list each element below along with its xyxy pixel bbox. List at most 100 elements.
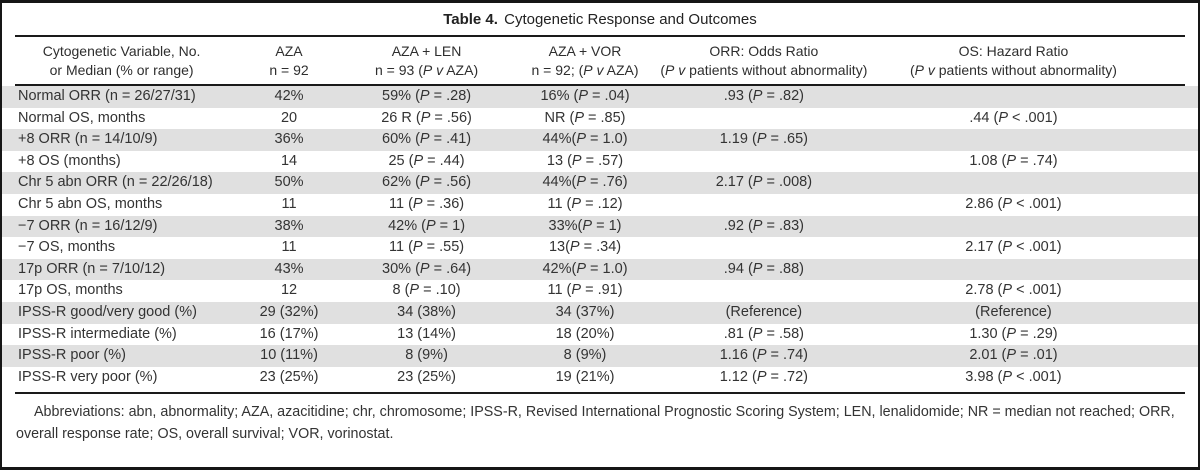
column-header-variable: Cytogenetic Variable, No. or Median (% o… — [2, 42, 241, 80]
table-cell: 1.19 (P = .65) — [719, 131, 808, 148]
table-cell: 1.08 (P = .74) — [969, 152, 1058, 169]
table-cell: 62% (P = .56) — [382, 174, 472, 191]
table-cell: 23 (25%) — [397, 368, 456, 385]
table-cell: 36% — [274, 131, 304, 148]
table-row: IPSS-R very poor (%) 23 (25%) 23 (25%) 1… — [2, 367, 1198, 389]
title-divider — [15, 35, 1185, 37]
column-header-line1: OS: Hazard Ratio — [958, 43, 1069, 59]
row-label: IPSS-R poor (%) — [18, 347, 126, 364]
row-label: Normal ORR (n = 26/27/31) — [18, 88, 196, 104]
column-header-line1: ORR: Odds Ratio — [709, 43, 819, 59]
table-cell: 11 — [281, 195, 297, 212]
row-label: Chr 5 abn ORR (n = 22/26/18) — [18, 174, 213, 191]
table-cell: 60% (P = .41) — [382, 131, 472, 148]
column-header-aza-vor: AZA + VOR n = 92; (P v AZA) — [516, 42, 654, 80]
table-cell: .94 (P = .88) — [723, 260, 804, 277]
table-cell: 29 (32%) — [259, 303, 319, 320]
column-header-line1: AZA — [275, 43, 303, 59]
table-row: Chr 5 abn ORR (n = 22/26/18) 50% 62% (P … — [2, 172, 1198, 194]
table-cell: 59% (P = .28) — [382, 88, 472, 104]
table-title-text: Cytogenetic Response and Outcomes — [504, 11, 757, 28]
table-cell: 42%(P = 1.0) — [542, 260, 628, 277]
column-header-line2: n = 92; (P v AZA) — [531, 62, 639, 78]
table-cell: 43% — [274, 260, 304, 277]
table-cell: NR (P = .85) — [544, 109, 626, 126]
table-cell: 38% — [274, 217, 304, 234]
table-number: Table 4. — [443, 11, 498, 28]
row-label: +8 ORR (n = 14/10/9) — [18, 131, 158, 148]
table-cell: 13(P = .34) — [548, 239, 622, 256]
column-header-aza-len: AZA + LEN n = 93 (P v AZA) — [337, 42, 516, 80]
table-row: Normal ORR (n = 26/27/31) 42% 59% (P = .… — [2, 86, 1198, 108]
column-header-aza: AZA n = 92 — [241, 42, 337, 80]
table-cell: 20 — [280, 109, 298, 126]
table-cell: 8 (9%) — [563, 347, 607, 364]
table-cell: .92 (P = .83) — [723, 217, 804, 234]
row-label: −7 OS, months — [18, 239, 116, 256]
table-cell: 23 (25%) — [259, 368, 319, 385]
column-header-line2: n = 92 — [269, 62, 309, 78]
table-cell: (Reference) — [725, 303, 803, 320]
abbreviations-footnote: Abbreviations: abn, abnormality; AZA, az… — [16, 404, 1175, 442]
table-body: Normal ORR (n = 26/27/31) 42% 59% (P = .… — [2, 86, 1198, 388]
table-cell: 19 (21%) — [555, 368, 615, 385]
table-cell: 44%(P = .76) — [542, 174, 628, 191]
table-cell: 34 (38%) — [397, 303, 456, 320]
table-cell: 30% (P = .64) — [382, 260, 472, 277]
table-cell: .44 (P < .001) — [969, 109, 1058, 126]
table-cell: 44%(P = 1.0) — [542, 131, 628, 148]
table-row: Chr 5 abn OS, months 11 11 (P = .36) 11 … — [2, 194, 1198, 216]
table-cell: 2.17 (P = .008) — [715, 174, 813, 191]
table-row: −7 OS, months 11 11 (P = .55) 13(P = .34… — [2, 237, 1198, 259]
table-cell: 50% — [274, 174, 304, 191]
table-row: −7 ORR (n = 16/12/9) 38% 42% (P = 1) 33%… — [2, 215, 1198, 238]
column-header-line2: or Median (% or range) — [49, 62, 194, 78]
column-header-line2: n = 93 (P v AZA) — [374, 62, 479, 78]
table-row: IPSS-R poor (%) 10 (11%) 8 (9%) 8 (9%) 1… — [2, 345, 1198, 367]
table-row: 17p OS, months 12 8 (P = .10) 11 (P = .9… — [2, 280, 1198, 302]
table-cell: 3.98 (P < .001) — [965, 368, 1062, 385]
column-header-os-hazard-ratio: OS: Hazard Ratio (P v patients without a… — [899, 42, 1198, 80]
row-label: 17p ORR (n = 7/10/12) — [18, 260, 166, 277]
table-row: 17p ORR (n = 7/10/12) 43% 30% (P = .64) … — [2, 258, 1198, 281]
table-cell: (Reference) — [975, 303, 1052, 320]
column-header-line1: AZA + LEN — [391, 43, 462, 59]
table-cell: 13 (P = .57) — [546, 152, 624, 169]
table-cell: .93 (P = .82) — [723, 88, 804, 104]
table-row: IPSS-R good/very good (%) 29 (32%) 34 (3… — [2, 301, 1198, 324]
table-cell: 2.01 (P = .01) — [969, 347, 1058, 364]
row-label: Normal OS, months — [18, 109, 146, 126]
table-cell: 25 (P = .44) — [388, 152, 465, 169]
table-cell: 11 (P = .36) — [389, 195, 465, 212]
table-cell: 42% — [274, 88, 304, 104]
table-cell: 13 (14%) — [397, 325, 456, 342]
table-cell: 11 (P = .91) — [547, 282, 623, 299]
table-cell: 12 — [280, 282, 298, 299]
table-cell: 2.78 (P < .001) — [965, 282, 1062, 299]
table-row: Normal OS, months 20 26 R (P = .56) NR (… — [2, 108, 1198, 130]
row-label: Chr 5 abn OS, months — [18, 195, 163, 212]
table-cell: 1.30 (P = .29) — [969, 325, 1058, 342]
footer-divider — [15, 392, 1185, 395]
row-label: IPSS-R very poor (%) — [18, 368, 158, 385]
row-label: IPSS-R good/very good (%) — [18, 303, 197, 320]
table-cell: 34 (37%) — [555, 303, 615, 320]
row-label: IPSS-R intermediate (%) — [18, 325, 177, 342]
table-cell: 8 (9%) — [405, 347, 448, 364]
table-cell: 10 (11%) — [260, 347, 318, 364]
table-row: IPSS-R intermediate (%) 16 (17%) 13 (14%… — [2, 324, 1198, 346]
table-cell: 8 (P = .10) — [392, 282, 461, 299]
table-cell: .81 (P = .58) — [723, 325, 804, 342]
header-row: Cytogenetic Variable, No. or Median (% o… — [2, 37, 1198, 84]
column-header-line2: (P v patients without abnormality) — [660, 62, 868, 78]
row-label: 17p OS, months — [18, 282, 123, 299]
table-row: +8 ORR (n = 14/10/9) 36% 60% (P = .41) 4… — [2, 129, 1198, 151]
table-cell: 11 (P = .55) — [389, 239, 465, 256]
header-divider — [15, 84, 1185, 86]
column-header-line1: Cytogenetic Variable, No. — [42, 43, 201, 59]
table-cell: 16 (17%) — [259, 325, 319, 342]
table-cell: 2.86 (P < .001) — [965, 195, 1062, 212]
table-row: +8 OS (months) 14 25 (P = .44) 13 (P = .… — [2, 151, 1198, 173]
column-header-orr-odds-ratio: ORR: Odds Ratio (P v patients without ab… — [654, 42, 899, 80]
